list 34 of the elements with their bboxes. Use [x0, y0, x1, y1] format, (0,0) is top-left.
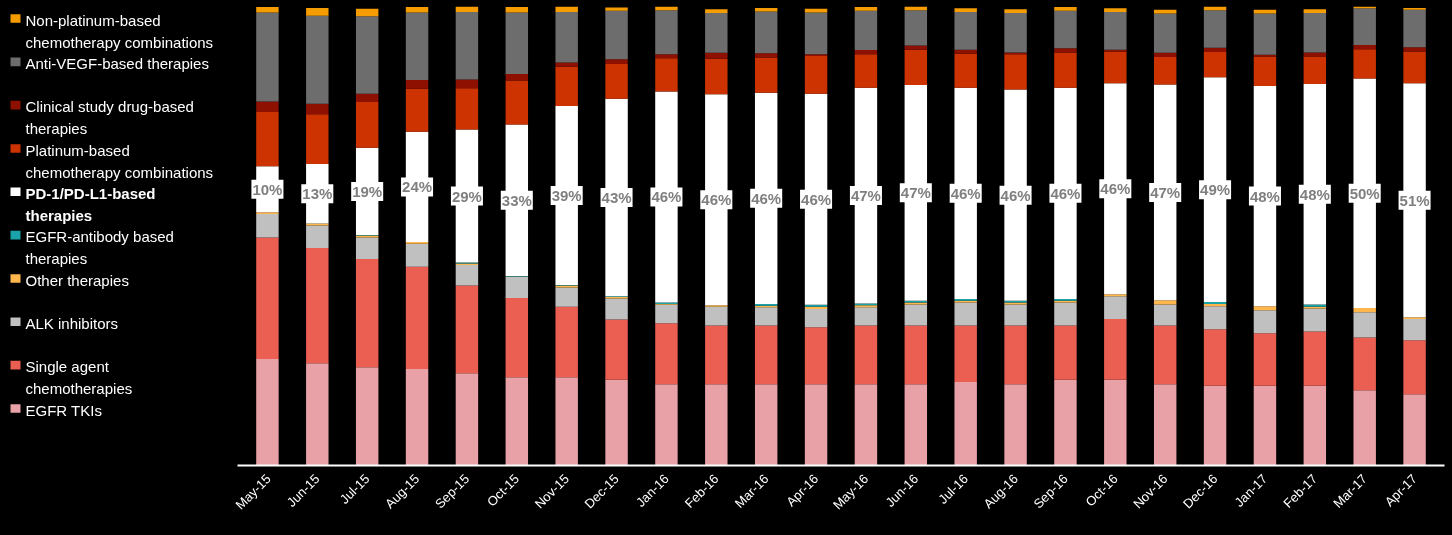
data-label: 46%	[801, 190, 832, 208]
data-label: 46%	[701, 191, 732, 209]
data-label: 50%	[1349, 184, 1380, 202]
data-label: 49%	[1200, 181, 1231, 199]
data-label: 51%	[1399, 191, 1430, 209]
legend-label: EGFR TKIs	[25, 401, 102, 419]
data-label: 48%	[1249, 187, 1280, 205]
legend-label: Single agent chemotherapies	[25, 358, 133, 398]
legend-label: ALK inhibitors	[25, 314, 119, 332]
data-label: 43%	[601, 188, 632, 206]
data-label: 46%	[950, 184, 981, 202]
data-label: 33%	[501, 191, 532, 209]
data-label: 46%	[1100, 180, 1131, 198]
legend-label: Non-platinum-based chemotherapy combinations	[25, 11, 214, 51]
legend-label: Clinical study drug-based therapies	[25, 98, 194, 138]
data-label: 48%	[1299, 185, 1330, 203]
data-label: 13%	[302, 185, 333, 203]
legend-label: Platinum-based chemotherapy combinations	[25, 141, 214, 181]
data-label: 47%	[1150, 183, 1181, 201]
data-label: 46%	[1050, 184, 1081, 202]
legend-label: Other therapies	[25, 271, 129, 289]
data-label: 24%	[402, 178, 433, 196]
data-label: 46%	[1000, 186, 1031, 204]
data-label: 10%	[252, 180, 283, 198]
data-label: 47%	[900, 184, 931, 202]
legend-label: EGFR-antibody based therapies	[25, 228, 174, 268]
data-label: 46%	[651, 188, 682, 206]
legend-label: Anti-VEGF-based therapies	[25, 54, 209, 72]
data-label: 29%	[451, 187, 482, 205]
data-label: 39%	[551, 187, 582, 205]
data-label: 19%	[352, 182, 383, 200]
legend-label: PD-1/PD-L1-based therapies	[25, 184, 156, 225]
data-label: 46%	[751, 189, 782, 207]
data-label: 47%	[850, 187, 881, 205]
